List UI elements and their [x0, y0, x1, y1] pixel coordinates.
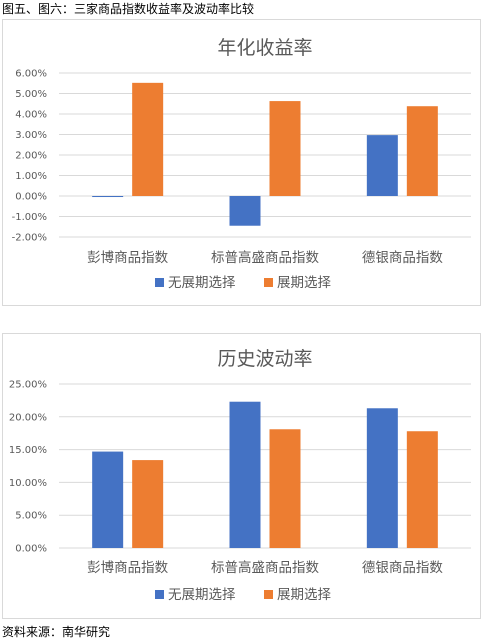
y-tick-label: -1.00%: [12, 212, 47, 223]
y-tick-label: 6.00%: [15, 69, 47, 80]
annualized-return-chart: 年化收益率 6.00% 5.00% 4.00% 3.00% 2.00% 1.00% 0.00%…: [12, 37, 471, 291]
bar-roll-3: [406, 106, 438, 196]
y-tick-label: 5.00%: [15, 89, 47, 100]
bar-no-roll-1: [92, 451, 124, 548]
y-tick-label: 20.00%: [9, 412, 47, 423]
legend-swatch: [155, 590, 164, 599]
chart-title: 历史波动率: [217, 348, 312, 370]
bar-no-roll-1: [92, 196, 124, 198]
legend-swatch: [264, 278, 273, 287]
category-label: 德银商品指数: [362, 250, 443, 266]
figure-caption: 图五、图六：三家商品指数收益率及波动率比较: [2, 2, 255, 16]
y-tick-label: -2.00%: [12, 233, 47, 244]
legend-swatch: [155, 278, 164, 287]
bar-roll-1: [132, 460, 164, 548]
category-label: 彭博商品指数: [87, 249, 168, 266]
bar-roll-1: [132, 82, 164, 196]
bar-roll-2: [269, 101, 301, 196]
bar-no-roll-2: [229, 401, 261, 548]
legend-swatch: [264, 590, 273, 599]
y-tick-label: 3.00%: [15, 130, 47, 141]
bar-no-roll-3: [366, 135, 398, 196]
y-tick-label: 4.00%: [15, 110, 47, 121]
y-tick-label: 0.00%: [15, 544, 47, 555]
historical-volatility-chart: 历史波动率 25.00% 20.00% 15.00% 10.00% 5.00% 0.00% 彭…: [9, 348, 471, 603]
category-label: 德银商品指数: [362, 560, 443, 576]
chart-panel-historical-volatility: 历史波动率 25.00% 20.00% 15.00% 10.00% 5.00% 0.00% 彭…: [2, 333, 481, 619]
bar-no-roll-2: [229, 196, 261, 226]
legend-label: 展期选择: [277, 275, 331, 291]
y-tick-label: 2.00%: [15, 151, 47, 162]
legend-label: 无展期选择: [168, 587, 236, 603]
bar-roll-3: [406, 431, 438, 548]
chart-panel-annualized-return: 年化收益率 6.00% 5.00% 4.00% 3.00% 2.00% 1.00% 0.00%…: [2, 19, 481, 306]
category-label: 彭博商品指数: [87, 559, 168, 576]
category-label: 标普高盛商品指数: [211, 249, 319, 266]
chart-title: 年化收益率: [217, 37, 312, 59]
y-tick-label: 25.00%: [9, 380, 47, 391]
y-tick-label: 1.00%: [15, 171, 47, 182]
legend-label: 无展期选择: [168, 275, 236, 291]
source-note: 资料来源：南华研究: [2, 625, 111, 639]
y-tick-label: 15.00%: [9, 445, 47, 456]
category-label: 标普高盛商品指数: [211, 559, 319, 576]
bar-roll-2: [269, 429, 301, 548]
y-tick-label: 10.00%: [9, 478, 47, 489]
y-tick-label: 0.00%: [15, 192, 47, 203]
y-tick-label: 5.00%: [15, 511, 47, 522]
bar-no-roll-3: [366, 408, 398, 548]
legend-label: 展期选择: [277, 587, 331, 603]
